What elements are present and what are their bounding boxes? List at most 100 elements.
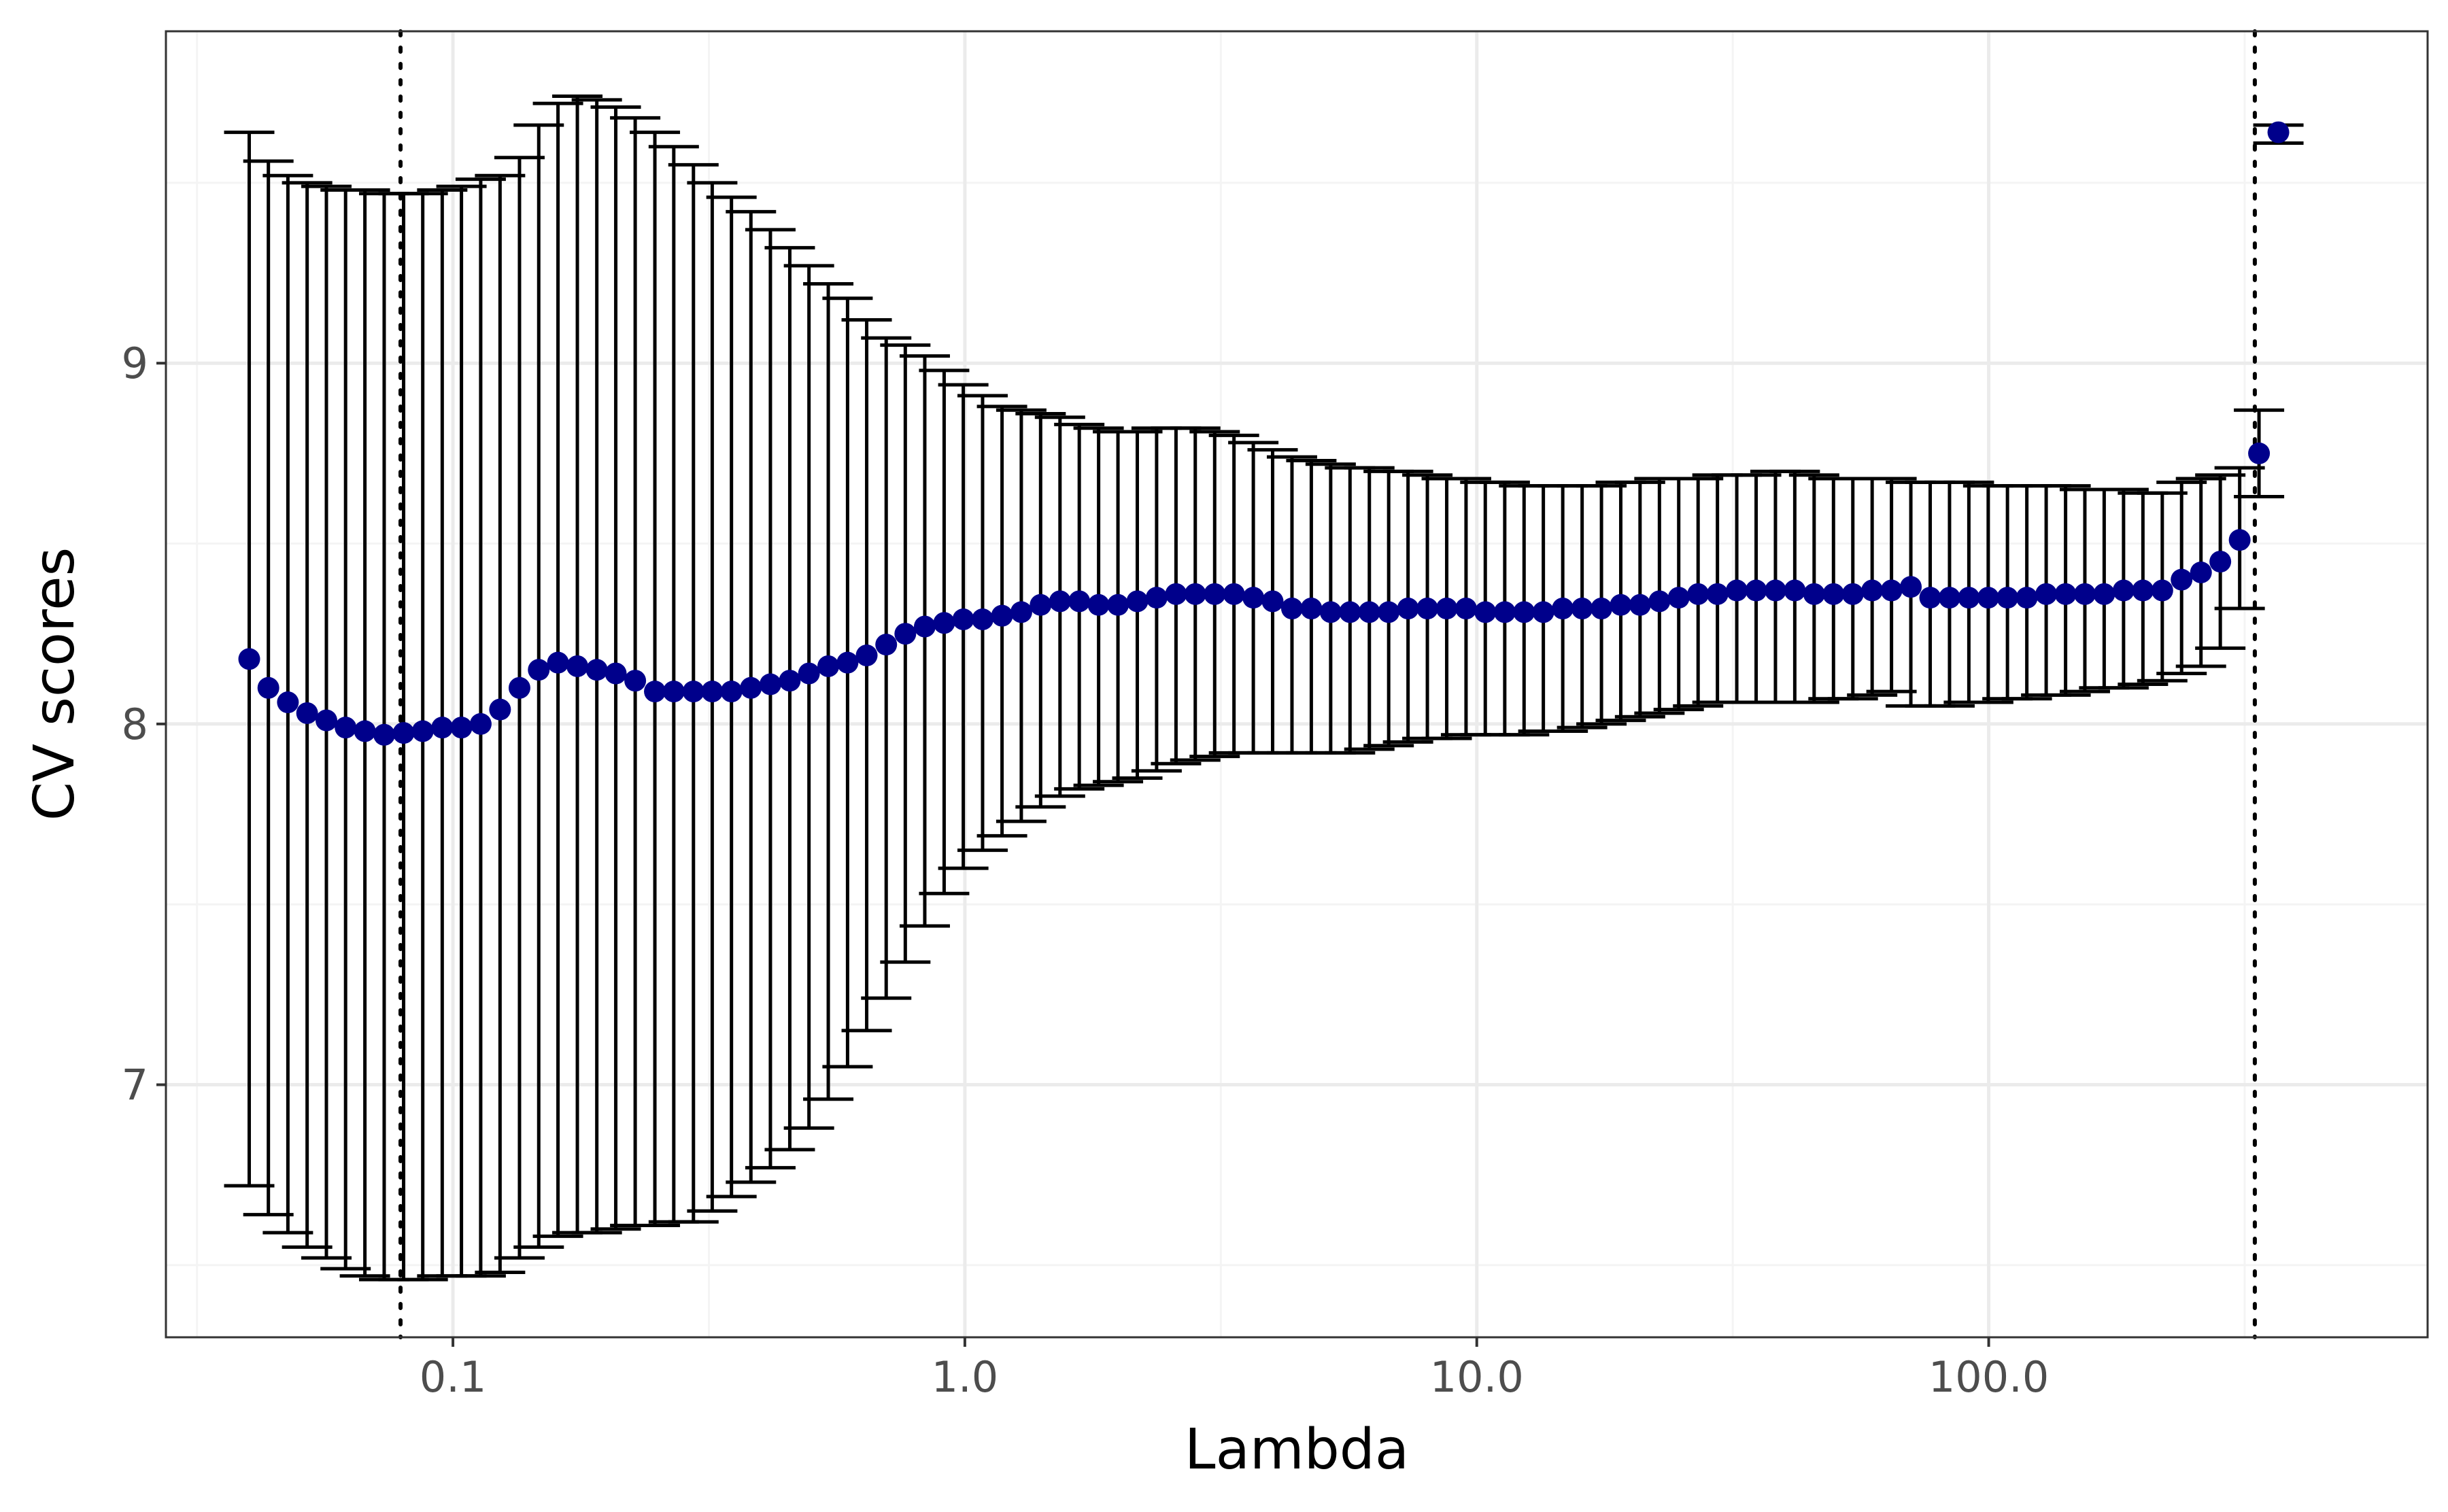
errorbar: [841, 318, 892, 1033]
data-point: [1455, 598, 1477, 620]
data-point: [1300, 598, 1323, 620]
data-point: [2151, 579, 2173, 602]
data-point: [1610, 594, 1632, 616]
data-point: [605, 662, 627, 685]
errorbar: [861, 336, 912, 1000]
data-point: [1261, 590, 1284, 613]
x-tick-label: 0.1: [420, 1352, 487, 1402]
data-point: [296, 702, 318, 724]
errorbar: [764, 245, 815, 1152]
x-axis-title: Lambda: [1185, 1418, 1409, 1482]
data-point: [875, 634, 898, 656]
errorbar: [783, 264, 834, 1130]
data-point: [1049, 590, 1071, 613]
data-point: [1145, 587, 1168, 609]
data-point: [1126, 590, 1149, 613]
data-point: [2073, 583, 2096, 605]
data-point: [798, 662, 820, 685]
data-point: [585, 659, 608, 681]
data-point: [913, 615, 936, 638]
data-point: [450, 717, 473, 739]
data-point: [1803, 583, 1825, 605]
data-point: [1726, 579, 1748, 602]
data-point: [682, 681, 704, 703]
data-point: [1223, 583, 1245, 605]
data-point: [1339, 601, 1361, 623]
errorbar: [475, 173, 526, 1274]
data-point: [1416, 598, 1439, 620]
data-point: [933, 612, 955, 634]
data-point: [2035, 583, 2058, 605]
data-point: [566, 655, 589, 677]
data-point: [2171, 568, 2193, 591]
x-tick-label: 10.0: [1430, 1352, 1524, 1402]
data-point: [1397, 598, 1419, 620]
data-point: [971, 608, 993, 630]
data-point: [1242, 587, 1265, 609]
data-point: [277, 691, 299, 714]
y-axis-ticks: 7 8 9: [122, 339, 166, 1110]
errorbar: [494, 156, 545, 1260]
data-point: [701, 681, 724, 703]
data-point: [1841, 583, 1864, 605]
data-point: [1319, 601, 1342, 623]
data-point: [1165, 583, 1187, 605]
data-point: [1648, 590, 1671, 613]
y-tick-label: 9: [122, 339, 148, 388]
errorbar: [630, 131, 681, 1227]
data-point: [1204, 583, 1226, 605]
data-points: [238, 121, 2290, 746]
y-axis-title: CV scores: [22, 547, 87, 821]
x-tick-label: 1.0: [932, 1352, 999, 1402]
data-point: [1378, 601, 1400, 623]
data-point: [1958, 587, 1980, 609]
data-point: [257, 676, 279, 699]
data-point: [2209, 551, 2232, 573]
data-point: [2054, 583, 2077, 605]
data-point: [1629, 594, 1651, 616]
data-point: [1861, 579, 1884, 602]
data-point: [1687, 583, 1710, 605]
data-point: [1764, 579, 1786, 602]
data-point: [894, 623, 917, 645]
data-point: [2267, 121, 2290, 143]
panel-border: [165, 30, 2429, 1339]
data-point: [1184, 583, 1206, 605]
data-point: [1532, 601, 1554, 623]
data-point: [431, 717, 454, 739]
errorbar: [745, 228, 796, 1170]
errorbar: [803, 281, 854, 1101]
data-point: [1474, 601, 1497, 623]
x-tick-label: 100.0: [1928, 1352, 2050, 1402]
data-point: [779, 670, 801, 692]
data-point: [1010, 601, 1032, 623]
data-point: [469, 712, 492, 735]
data-point: [1107, 594, 1129, 616]
data-point: [1784, 579, 1806, 602]
data-point: [952, 608, 974, 630]
data-point: [1996, 587, 2019, 609]
data-point: [1880, 579, 1903, 602]
errorbar: [899, 354, 950, 928]
data-point: [1030, 594, 1052, 616]
data-point: [1900, 576, 1922, 598]
data-point: [662, 681, 685, 703]
data-point: [2190, 561, 2212, 583]
errorbar: [513, 123, 564, 1249]
data-point: [489, 698, 511, 721]
data-point: [1435, 598, 1458, 620]
data-point: [354, 720, 376, 742]
data-point: [315, 709, 337, 732]
data-point: [759, 673, 781, 695]
data-point: [1977, 587, 1999, 609]
data-point: [2093, 583, 2115, 605]
data-point: [1087, 594, 1110, 616]
data-point: [1571, 598, 1593, 620]
y-tick-label: 7: [122, 1061, 148, 1110]
data-point: [547, 651, 569, 674]
data-point: [836, 651, 859, 674]
data-point: [238, 648, 260, 670]
data-point: [2248, 442, 2271, 464]
x-axis-ticks: 0.1 1.0 10.0 100.0: [420, 1337, 2050, 1402]
